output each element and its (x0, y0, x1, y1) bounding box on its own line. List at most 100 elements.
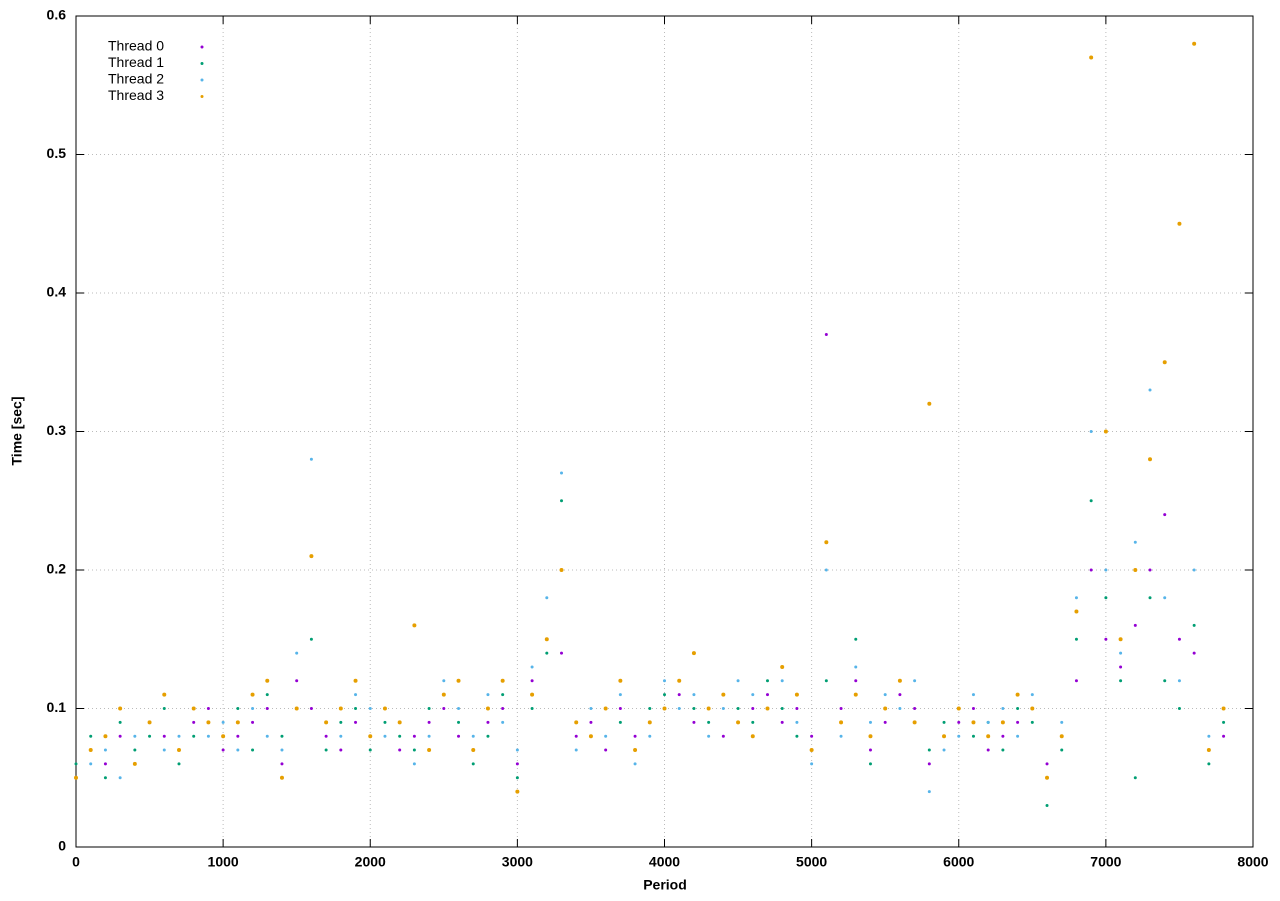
point (544, 637, 549, 642)
point (1104, 596, 1108, 600)
point (412, 762, 416, 766)
point (721, 734, 725, 738)
point (1163, 513, 1167, 517)
point (765, 706, 770, 711)
point (647, 720, 652, 725)
point (1001, 707, 1005, 710)
point (1016, 734, 1020, 738)
point (883, 720, 887, 724)
point (206, 720, 211, 725)
point (1089, 499, 1093, 503)
legend-marker (200, 78, 204, 82)
point (913, 679, 917, 683)
point (1207, 762, 1211, 766)
point (338, 706, 343, 711)
point (721, 707, 725, 710)
point (251, 720, 255, 724)
point (1206, 748, 1211, 753)
point (324, 720, 329, 725)
point (560, 651, 564, 655)
point (1089, 430, 1093, 433)
point (368, 734, 373, 739)
point (309, 637, 313, 641)
point (1001, 734, 1005, 738)
legend-label: Thread 2 (108, 71, 164, 87)
point (412, 734, 416, 738)
point (559, 568, 564, 572)
point (309, 457, 313, 461)
point (294, 706, 299, 711)
point (368, 707, 372, 710)
point (824, 540, 829, 545)
point (986, 734, 991, 739)
point (471, 762, 475, 766)
y-tick-label: 0.4 (47, 284, 67, 300)
x-tick-label: 7000 (1090, 854, 1121, 870)
point (560, 471, 564, 475)
point (324, 748, 328, 752)
point (1177, 707, 1181, 710)
point (133, 748, 137, 752)
point (927, 790, 931, 794)
point (397, 720, 402, 725)
point (89, 734, 93, 738)
point (74, 775, 78, 780)
point (441, 692, 446, 697)
point (1030, 706, 1035, 711)
point (162, 734, 166, 738)
point (736, 679, 740, 683)
point (1001, 748, 1005, 752)
point (1163, 679, 1167, 683)
point (956, 706, 961, 711)
point (1104, 637, 1108, 641)
point (692, 693, 696, 697)
point (1148, 596, 1152, 600)
legend-label: Thread 1 (108, 54, 164, 70)
point (692, 707, 696, 710)
point (412, 623, 417, 628)
point (1045, 775, 1050, 780)
point (354, 707, 358, 710)
point (633, 748, 638, 753)
point (927, 762, 931, 766)
point (1000, 720, 1005, 725)
point (442, 679, 446, 683)
point (530, 707, 534, 710)
point (883, 706, 888, 711)
point (279, 775, 284, 780)
point (780, 720, 784, 724)
point (383, 734, 387, 738)
legend-marker (200, 45, 204, 49)
point (486, 693, 490, 697)
point (530, 665, 534, 669)
point (1074, 609, 1079, 614)
point (751, 693, 755, 697)
legend-label: Thread 3 (108, 87, 164, 103)
point (368, 748, 372, 752)
point (236, 734, 240, 738)
point (236, 707, 240, 710)
point (1207, 734, 1211, 738)
point (839, 720, 844, 725)
point (603, 706, 608, 711)
point (486, 734, 490, 738)
x-tick-label: 1000 (208, 854, 239, 870)
point (633, 762, 637, 766)
point (1222, 720, 1226, 724)
point (103, 734, 108, 739)
point (1222, 734, 1226, 738)
point (545, 651, 549, 655)
point (560, 499, 564, 503)
point (898, 707, 902, 710)
x-axis-label: Period (643, 877, 687, 893)
point (74, 762, 78, 766)
point (515, 748, 519, 752)
point (677, 693, 681, 697)
point (1030, 720, 1034, 724)
point (103, 762, 107, 766)
point (794, 692, 799, 697)
point (1059, 734, 1064, 739)
point (809, 748, 814, 753)
point (530, 692, 535, 697)
point (986, 720, 990, 724)
